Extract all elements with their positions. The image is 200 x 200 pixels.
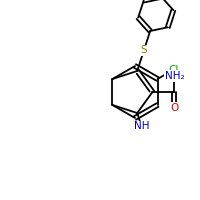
Text: S: S — [141, 45, 147, 55]
Text: Cl: Cl — [168, 65, 178, 75]
Text: O: O — [170, 103, 179, 113]
Text: NH: NH — [134, 121, 149, 131]
Text: NH₂: NH₂ — [165, 71, 184, 81]
